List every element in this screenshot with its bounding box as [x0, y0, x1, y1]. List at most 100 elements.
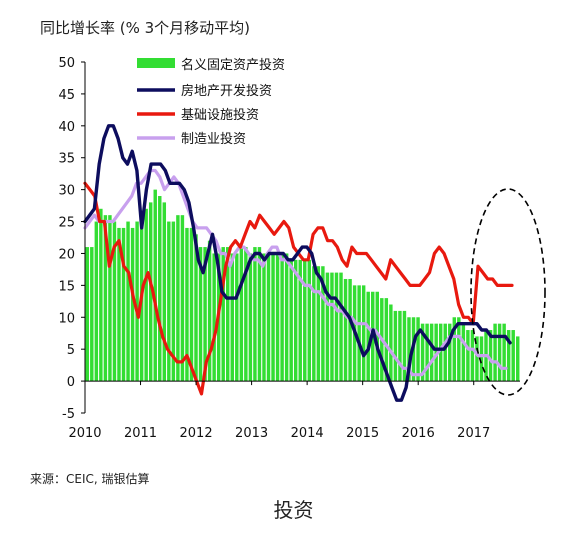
bar: [94, 221, 99, 382]
bar: [461, 323, 466, 382]
bar: [375, 291, 379, 382]
bar: [130, 227, 135, 382]
bar: [126, 221, 130, 382]
bar: [158, 196, 162, 382]
bar: [321, 266, 325, 382]
bar: [448, 323, 452, 382]
bar: [384, 298, 389, 382]
bar: [90, 247, 94, 382]
bar: [457, 317, 461, 382]
bar: [466, 330, 470, 382]
bar: [488, 330, 493, 382]
bar: [262, 253, 266, 382]
bar: [502, 323, 506, 382]
x-tick-label: 2011: [124, 426, 157, 441]
bar: [280, 253, 284, 382]
x-tick-label: 2012: [180, 426, 213, 441]
bar: [275, 253, 280, 382]
bar: [479, 336, 484, 382]
x-tick-label: 2010: [68, 426, 101, 441]
bar: [298, 259, 302, 382]
bar: [506, 330, 511, 382]
bar: [244, 247, 248, 382]
y-tick-label: 45: [58, 88, 75, 103]
bar: [443, 323, 447, 382]
bar: [493, 323, 497, 382]
series-line: [83, 168, 508, 377]
bar: [189, 227, 194, 382]
bar: [357, 285, 361, 382]
bar: [239, 247, 244, 382]
bar: [366, 291, 370, 382]
bar: [266, 253, 271, 382]
bar: [235, 253, 239, 382]
y-tick-label: 30: [58, 184, 75, 199]
legend-label: 房地产开发投资: [181, 83, 272, 99]
bar: [293, 259, 298, 382]
bar: [226, 247, 230, 382]
x-tick-label: 2013: [235, 426, 268, 441]
bar: [407, 317, 411, 382]
bar: [176, 215, 180, 382]
bar: [334, 272, 339, 382]
x-tick-label: 2015: [346, 426, 379, 441]
bar: [103, 215, 108, 382]
chart-caption: 投资: [273, 498, 314, 522]
bar: [470, 330, 475, 382]
highlight-ellipse-2017: [470, 188, 546, 396]
bar: [198, 247, 203, 382]
bar: [325, 272, 330, 382]
bar: [207, 240, 212, 382]
series-line: [83, 124, 512, 402]
bar: [171, 221, 176, 382]
bar: [194, 234, 198, 382]
y-tick-label: 10: [58, 311, 75, 326]
bar: [289, 259, 293, 382]
y-tick-label: 5: [67, 343, 75, 358]
y-tick-label: 0: [67, 375, 75, 390]
bar: [248, 253, 253, 382]
y-tick-label: 40: [58, 120, 75, 135]
bar: [135, 221, 139, 382]
bar: [162, 202, 167, 382]
bar: [416, 317, 420, 382]
bar: [303, 259, 307, 382]
bar: [257, 247, 262, 382]
bar: [212, 253, 216, 382]
bar: [393, 310, 398, 382]
bar: [144, 208, 148, 382]
bar: [438, 323, 443, 382]
source-note: 来源：CEIC, 瑞银估算: [30, 472, 150, 486]
y-tick-label: 15: [58, 279, 75, 294]
x-tick-label: 2016: [402, 426, 435, 441]
y-tick-label: 50: [58, 56, 75, 71]
bar: [185, 227, 189, 382]
bar: [348, 278, 352, 382]
axes: -5 0 5 10 15 20 25 30 35 40 45 50 2010 2011 2012 2013 20…: [58, 56, 520, 441]
bar: [429, 323, 434, 382]
bar: [108, 215, 112, 382]
bar: [511, 330, 515, 382]
bar: [284, 253, 289, 382]
bar: [425, 323, 429, 382]
bar: [99, 208, 103, 382]
bar: [475, 336, 479, 382]
legend-label: 制造业投资: [181, 131, 246, 147]
bar: [180, 215, 185, 382]
bar: [361, 285, 366, 382]
bar: [153, 189, 157, 382]
bar: [497, 323, 502, 382]
bar: [117, 227, 121, 382]
bar: [398, 310, 402, 382]
y-tick-label: -5: [62, 407, 75, 422]
bar: [452, 317, 457, 382]
legend-label: 基础设施投资: [181, 107, 259, 123]
y-tick-label: 20: [58, 247, 75, 262]
bar: [121, 227, 126, 382]
y-axis-unit-label: 同比增长率 (% 3个月移动平均): [40, 19, 251, 37]
bar: [516, 336, 520, 382]
bar: [330, 272, 334, 382]
bar: [230, 253, 234, 382]
bar: [148, 202, 153, 382]
